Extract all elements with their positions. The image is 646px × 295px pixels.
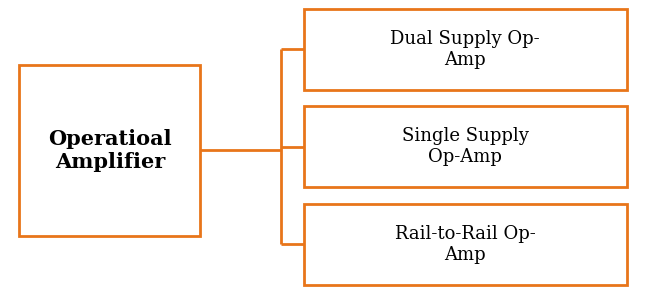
Text: Rail-to-Rail Op-
Amp: Rail-to-Rail Op- Amp [395,225,536,263]
Text: Single Supply
Op-Amp: Single Supply Op-Amp [402,127,528,166]
FancyBboxPatch shape [304,106,627,187]
Text: Operatioal
Amplifier: Operatioal Amplifier [48,129,172,172]
FancyBboxPatch shape [19,65,200,236]
Text: Dual Supply Op-
Amp: Dual Supply Op- Amp [390,30,540,69]
FancyBboxPatch shape [304,204,627,285]
FancyBboxPatch shape [304,9,627,90]
